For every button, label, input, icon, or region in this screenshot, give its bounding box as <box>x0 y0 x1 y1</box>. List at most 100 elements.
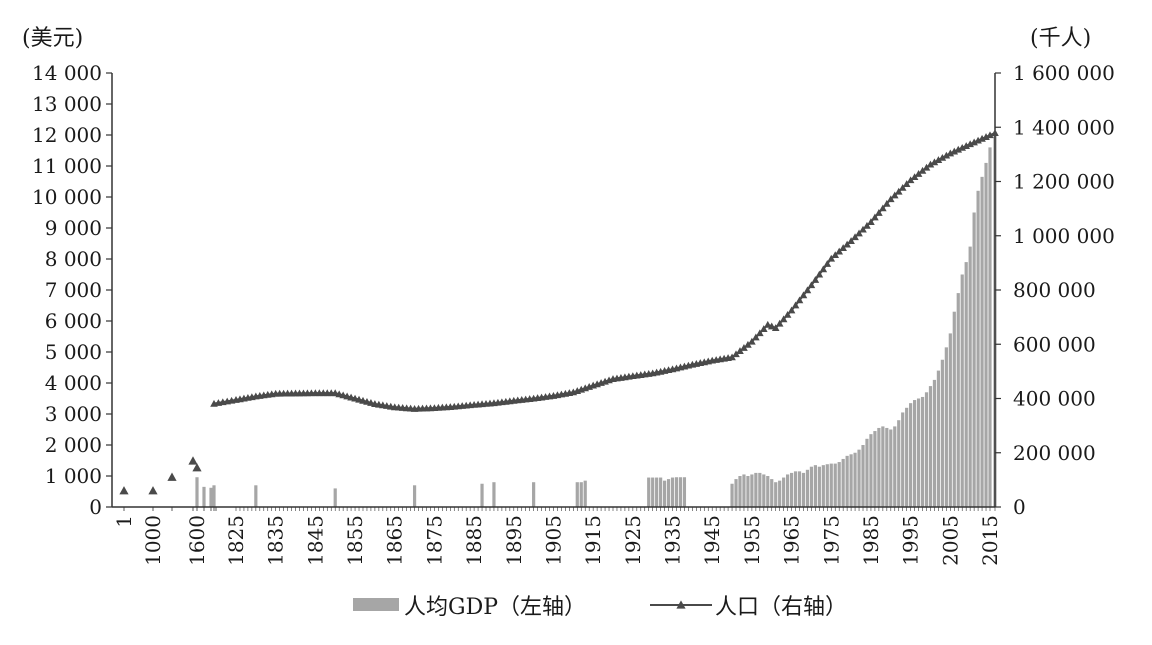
gdp-bar-1961 <box>774 482 778 507</box>
population-marker-1966 <box>791 301 800 309</box>
legend-bar-label: 人均GDP（左轴） <box>404 595 586 620</box>
left-tick-label-3000: 3 000 <box>45 402 102 426</box>
population-marker-1960 <box>767 322 776 330</box>
population-marker-1952 <box>736 347 744 355</box>
gdp-bar-2000 <box>928 386 933 507</box>
population-marker-1974 <box>823 260 832 267</box>
gdp-bar-2013 <box>980 176 984 507</box>
gdp-bar-1960 <box>770 479 774 507</box>
gdp-bar-1975 <box>829 463 833 507</box>
gdp-bar-1990 <box>889 429 893 507</box>
gdp-bar-1933 <box>662 480 667 507</box>
gdp-bar-1970 <box>809 466 814 507</box>
gdp-bar-1912 <box>579 482 583 507</box>
gdp-bar-1870 <box>412 485 417 507</box>
x-tick-label-2005: 2005 <box>938 515 962 566</box>
population-marker-1977 <box>835 247 843 255</box>
population-marker-2008 <box>958 143 967 151</box>
gdp-bar-1934 <box>666 479 671 507</box>
population-isolated-marker-1500 <box>188 456 198 465</box>
gdp-bar-1987 <box>877 427 881 507</box>
gdp-bar-1931 <box>655 477 659 507</box>
population-marker-1992 <box>894 187 903 195</box>
gdp-bar-2006 <box>952 311 956 507</box>
gdp-bars <box>195 135 997 508</box>
population-isolated-marker-1300 <box>167 472 177 481</box>
population-isolated-marker-1 <box>119 486 129 495</box>
gdp-bar-2008 <box>960 274 964 507</box>
population-marker-1953 <box>740 344 748 351</box>
population-isolated-marker-1600 <box>192 463 202 472</box>
population-marker-2013 <box>978 134 986 142</box>
gdp-bar-1979 <box>845 455 849 507</box>
gdp-bar-1974 <box>825 464 829 507</box>
gdp-bar-1953 <box>742 474 746 507</box>
gdp-bar-1976 <box>833 463 837 507</box>
gdp-bar-1982 <box>857 449 861 507</box>
population-marker-1993 <box>898 183 907 191</box>
population-marker-1967 <box>795 296 804 304</box>
gdp-bar-1980 <box>849 454 853 507</box>
gdp-bar-1966 <box>793 471 798 507</box>
gdp-bar-1994 <box>905 407 909 507</box>
left-tick-label-1000: 1 000 <box>45 464 102 488</box>
legend: 人均GDP（左轴） 人口（右轴） <box>353 595 847 620</box>
gdp-bar-1972 <box>817 466 821 507</box>
gdp-bar-1996 <box>913 400 917 507</box>
gdp-bar-2014 <box>984 162 988 507</box>
population-marker-1968 <box>799 291 808 299</box>
population-line-path <box>213 132 996 410</box>
left-tick-label-10000: 10 000 <box>32 185 102 209</box>
gdp-bar-1952 <box>738 476 742 507</box>
gdp-bar-1989 <box>885 427 889 507</box>
left-tick-label-4000: 4 000 <box>45 371 102 395</box>
population-marker-1991 <box>890 191 899 199</box>
left-tick-label-5000: 5 000 <box>45 340 102 364</box>
population-marker-2009 <box>962 142 970 149</box>
population-marker-1972 <box>815 270 824 278</box>
x-tick-label-1865: 1865 <box>383 515 407 566</box>
population-marker-2000 <box>926 160 935 168</box>
gdp-bar-1890 <box>492 482 496 507</box>
population-marker-1984 <box>863 221 871 229</box>
left-tick-label-6000: 6 000 <box>45 309 102 333</box>
population-marker-1998 <box>918 166 927 174</box>
legend-bar-swatch <box>353 598 399 611</box>
right-tick-label-1000000: 1 000 000 <box>1013 224 1115 248</box>
left-tick-label-8000: 8 000 <box>45 247 102 271</box>
gdp-bar-2011 <box>972 212 976 507</box>
population-marker-1981 <box>851 233 859 241</box>
population-marker-2005 <box>946 149 955 157</box>
population-marker-1975 <box>827 254 836 262</box>
population-marker-1965 <box>787 306 796 314</box>
population-marker-2014 <box>982 133 990 140</box>
population-marker-2010 <box>966 140 974 148</box>
population-marker-1978 <box>839 244 847 251</box>
population-marker-1979 <box>843 240 851 248</box>
gdp-bar-1900 <box>532 482 536 507</box>
population-line <box>119 129 999 495</box>
gdp-bar-1887 <box>480 483 484 507</box>
population-marker-1973 <box>819 265 828 273</box>
population-marker-1980 <box>847 237 855 244</box>
population-marker-1971 <box>811 276 820 283</box>
gdp-bar-1963 <box>782 477 786 507</box>
gdp-bar-1820 <box>212 485 216 507</box>
population-marker-1989 <box>883 199 891 207</box>
gdp-bar-1932 <box>659 477 663 507</box>
gdp-bar-1956 <box>754 472 758 507</box>
population-marker-1969 <box>803 286 812 294</box>
x-tick-label-1000: 1000 <box>141 515 165 566</box>
right-tick-label-1400000: 1 400 000 <box>1013 115 1115 139</box>
gdp-bar-1984 <box>865 438 869 507</box>
x-tick-label-1935: 1935 <box>661 515 685 566</box>
gdp-bar-1983 <box>861 445 865 507</box>
x-tick-label-1845: 1845 <box>303 515 327 566</box>
population-marker-1951 <box>732 350 740 358</box>
gdp-bar-1935 <box>670 477 675 507</box>
population-marker-1959 <box>763 320 772 328</box>
x-tick-label-1875: 1875 <box>422 515 446 566</box>
axes <box>106 72 1001 511</box>
gdp-bar-1985 <box>869 434 873 507</box>
